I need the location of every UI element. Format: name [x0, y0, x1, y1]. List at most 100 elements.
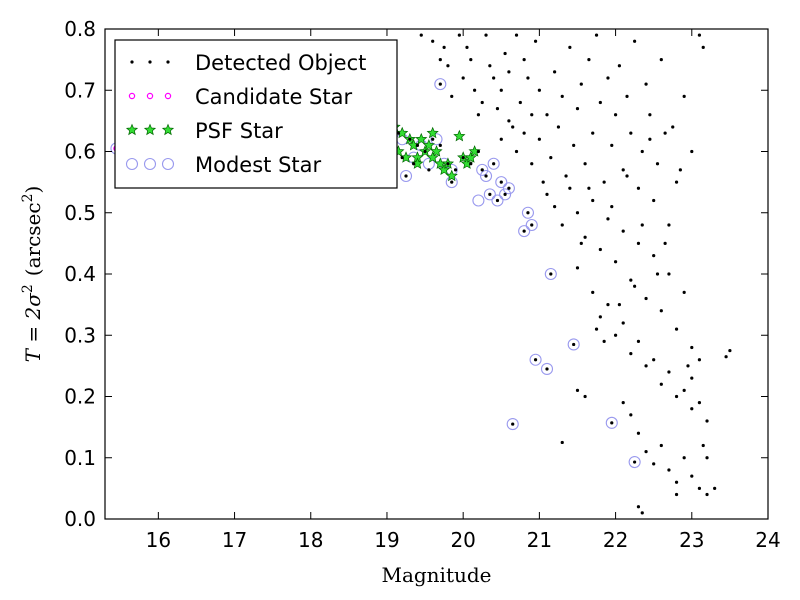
detected-object-point [610, 205, 614, 209]
detected-object-point [690, 407, 694, 411]
detected-object-point [560, 94, 564, 98]
detected-object-point [499, 88, 503, 92]
legend-item: Detected Object [130, 51, 366, 75]
detected-object-point [667, 468, 671, 472]
detected-object-point [587, 58, 591, 62]
legend-item: Modest Star [125, 153, 321, 177]
psf-star-point [407, 138, 420, 151]
detected-object-point [568, 186, 572, 190]
y-tick-label: 0.7 [64, 78, 96, 102]
detected-object-point [564, 174, 568, 178]
detected-object-point [533, 358, 538, 362]
detected-object-point [633, 460, 637, 464]
detected-object-point [495, 198, 500, 203]
detected-object-point [625, 94, 629, 98]
detected-object-point [438, 58, 442, 62]
detected-object-point [701, 45, 705, 49]
detected-object-point [697, 33, 702, 37]
legend-marker [125, 157, 139, 171]
y-axis-label-sup2: 2 [20, 193, 36, 202]
detected-object-point [659, 309, 663, 313]
detected-object-point [522, 58, 526, 62]
detected-object-point [594, 33, 599, 37]
detected-object-point [667, 370, 671, 374]
psf-star-point [464, 151, 477, 163]
legend-label: Modest Star [195, 153, 321, 177]
modest-star-point [430, 133, 443, 146]
y-tick-label: 0.8 [64, 17, 96, 41]
detected-object-point [503, 51, 507, 56]
detected-object-point [697, 358, 702, 362]
psf-star-point [468, 145, 481, 157]
detected-object-point [575, 107, 580, 111]
detected-object-point [541, 180, 545, 184]
x-tick-label: 21 [527, 528, 552, 552]
modest-star-point [529, 353, 542, 366]
legend-label: Detected Object [195, 51, 366, 75]
detected-object-point [507, 186, 511, 190]
detected-object-point [469, 162, 473, 166]
detected-object-point [530, 113, 534, 117]
detected-object-point [640, 223, 644, 227]
detected-object-point [579, 241, 583, 245]
detected-object-point [655, 162, 660, 166]
detected-object-point [511, 422, 515, 426]
legend-marker [146, 92, 154, 100]
detected-object-point [450, 94, 454, 98]
psf-star-point [411, 157, 424, 169]
detected-object-point [713, 486, 717, 490]
detected-object-point [674, 480, 679, 484]
modest-star-point [628, 455, 641, 469]
detected-object-point [492, 162, 496, 166]
y-tick-label: 0.4 [64, 262, 96, 286]
detected-object-point [636, 186, 641, 190]
detected-object-point [461, 76, 465, 80]
detected-object-point [553, 70, 557, 74]
modest-star-point [495, 176, 508, 189]
detected-object-point [697, 486, 702, 490]
detected-object-point [583, 394, 587, 399]
detected-object-point [530, 223, 534, 227]
detected-object-point [652, 462, 656, 466]
legend-marker [148, 60, 152, 64]
x-tick-label: 20 [450, 528, 475, 552]
detected-object-point [724, 355, 728, 359]
detected-object-point [598, 247, 602, 252]
x-tick-label: 22 [603, 528, 628, 552]
detected-object-point [640, 511, 644, 515]
detected-object-point [438, 143, 442, 147]
modest-star-point [491, 194, 504, 207]
detected-object-point [530, 162, 534, 166]
x-tick-label: 17 [222, 528, 247, 552]
psf-star-point [460, 157, 474, 169]
psf-star-point [426, 151, 439, 163]
detected-object-point [549, 156, 553, 160]
detected-object-point [560, 223, 564, 227]
modest-star-point [567, 338, 580, 351]
detected-object-point [674, 327, 679, 331]
x-axis-label: Magnitude [381, 563, 491, 587]
detected-object-point [621, 168, 625, 172]
detected-object-point [507, 70, 511, 74]
detected-object-point [659, 382, 663, 386]
detected-object-point [659, 58, 663, 62]
detected-object-point [674, 394, 679, 399]
detected-object-point [633, 39, 637, 43]
detected-object-point [701, 443, 705, 448]
legend-marker [143, 123, 157, 136]
detected-object-point [602, 180, 606, 184]
modest-star-point [472, 194, 485, 207]
x-tick-label: 24 [755, 528, 780, 552]
detected-object-point [652, 198, 656, 203]
detected-object-point [537, 137, 541, 141]
detected-object-point [453, 168, 458, 172]
detected-object-point [633, 284, 637, 288]
detected-object-point [473, 88, 477, 92]
psf-star-point [415, 132, 428, 145]
psf-star-point [426, 126, 439, 139]
detected-object-point [484, 33, 488, 37]
modest-star-point [544, 267, 557, 281]
detected-object-point [705, 419, 709, 423]
detected-object-point [537, 88, 541, 92]
